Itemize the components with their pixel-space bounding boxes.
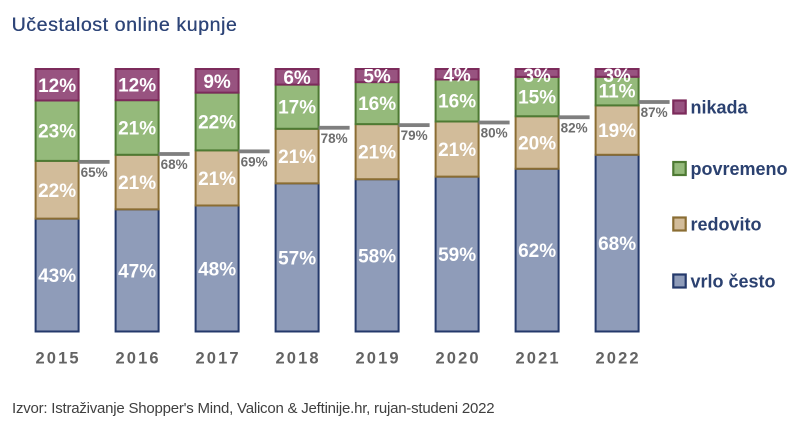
svg-text:22%: 22% bbox=[198, 113, 236, 134]
svg-text:22%: 22% bbox=[38, 181, 76, 202]
svg-text:21%: 21% bbox=[278, 147, 316, 168]
svg-text:58%: 58% bbox=[358, 246, 396, 267]
svg-text:povremeno: povremeno bbox=[691, 159, 788, 179]
svg-text:68%: 68% bbox=[598, 234, 636, 255]
svg-text:vrlo često: vrlo često bbox=[691, 272, 776, 292]
svg-text:21%: 21% bbox=[358, 143, 396, 164]
svg-text:5%: 5% bbox=[363, 67, 391, 88]
svg-text:20%: 20% bbox=[518, 134, 556, 155]
svg-text:17%: 17% bbox=[278, 98, 316, 119]
svg-text:69%: 69% bbox=[241, 154, 268, 169]
svg-text:78%: 78% bbox=[321, 131, 348, 146]
svg-text:48%: 48% bbox=[198, 260, 236, 281]
svg-text:4%: 4% bbox=[443, 65, 471, 86]
svg-text:3%: 3% bbox=[523, 66, 551, 87]
svg-text:19%: 19% bbox=[598, 121, 636, 142]
svg-text:2015: 2015 bbox=[36, 350, 81, 368]
svg-text:21%: 21% bbox=[118, 118, 156, 139]
svg-text:82%: 82% bbox=[561, 120, 588, 135]
svg-text:2019: 2019 bbox=[356, 350, 401, 368]
svg-text:79%: 79% bbox=[401, 128, 428, 143]
svg-text:11%: 11% bbox=[599, 81, 636, 102]
svg-text:87%: 87% bbox=[641, 105, 668, 120]
svg-text:43%: 43% bbox=[38, 266, 76, 287]
svg-text:nikada: nikada bbox=[691, 98, 749, 118]
svg-text:80%: 80% bbox=[481, 126, 508, 141]
svg-text:21%: 21% bbox=[118, 173, 156, 194]
svg-text:21%: 21% bbox=[198, 169, 236, 190]
svg-text:redovito: redovito bbox=[691, 215, 762, 235]
svg-text:2020: 2020 bbox=[436, 350, 481, 368]
svg-text:65%: 65% bbox=[81, 165, 108, 180]
svg-text:68%: 68% bbox=[161, 157, 188, 172]
svg-text:12%: 12% bbox=[38, 76, 76, 97]
svg-text:16%: 16% bbox=[358, 94, 396, 115]
svg-text:15%: 15% bbox=[518, 88, 556, 109]
svg-text:23%: 23% bbox=[38, 122, 76, 143]
svg-text:2021: 2021 bbox=[516, 350, 561, 368]
svg-text:2016: 2016 bbox=[116, 350, 161, 368]
svg-text:3%: 3% bbox=[603, 66, 631, 87]
svg-text:12%: 12% bbox=[118, 76, 156, 97]
svg-text:47%: 47% bbox=[118, 261, 156, 282]
svg-text:21%: 21% bbox=[438, 140, 476, 161]
svg-text:57%: 57% bbox=[278, 248, 316, 269]
svg-text:2018: 2018 bbox=[276, 350, 321, 368]
svg-text:9%: 9% bbox=[203, 72, 231, 93]
svg-text:6%: 6% bbox=[283, 68, 311, 89]
svg-text:2017: 2017 bbox=[196, 350, 241, 368]
svg-text:16%: 16% bbox=[438, 92, 476, 113]
svg-text:62%: 62% bbox=[518, 241, 556, 262]
svg-text:2022: 2022 bbox=[596, 350, 641, 368]
svg-text:59%: 59% bbox=[438, 245, 476, 266]
